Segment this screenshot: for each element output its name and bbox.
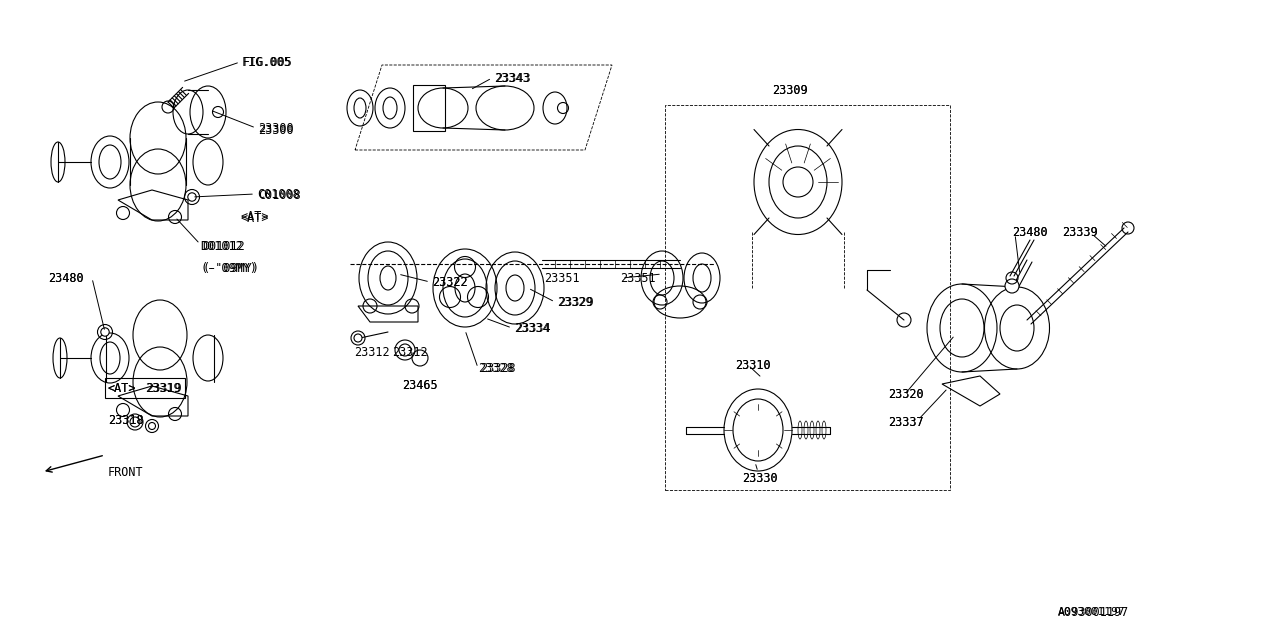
Text: 23480: 23480 xyxy=(1012,225,1047,239)
Text: 23329: 23329 xyxy=(558,296,594,308)
Text: 23310: 23310 xyxy=(735,358,771,371)
Text: 23309: 23309 xyxy=(772,83,808,97)
Text: D01012: D01012 xyxy=(202,239,244,253)
Text: 23480: 23480 xyxy=(49,271,83,285)
Text: 23312: 23312 xyxy=(392,346,428,358)
Text: <AT>: <AT> xyxy=(108,381,136,394)
Text: FRONT: FRONT xyxy=(108,465,143,479)
Text: 23330: 23330 xyxy=(742,472,778,484)
Text: <AT>: <AT> xyxy=(108,381,136,394)
Text: 23319: 23319 xyxy=(146,381,182,394)
Text: C01008: C01008 xyxy=(257,188,300,200)
Text: 23343: 23343 xyxy=(494,72,530,84)
Text: 23343: 23343 xyxy=(495,72,531,84)
Text: 23322: 23322 xyxy=(433,275,467,289)
Text: 23310: 23310 xyxy=(735,358,771,371)
Text: 23319: 23319 xyxy=(145,381,180,394)
Text: A093001197: A093001197 xyxy=(1059,605,1129,618)
Text: 23465: 23465 xyxy=(402,378,438,392)
Text: 23318: 23318 xyxy=(108,413,143,426)
Text: C01008: C01008 xyxy=(259,189,301,202)
Text: 23322: 23322 xyxy=(433,275,467,289)
Text: 23465: 23465 xyxy=(402,378,438,392)
Text: 23351: 23351 xyxy=(620,271,655,285)
Text: 23330: 23330 xyxy=(742,472,778,484)
Text: 23337: 23337 xyxy=(888,415,924,429)
Text: 23334: 23334 xyxy=(515,321,549,335)
Text: 23300: 23300 xyxy=(259,124,293,136)
Text: <AT>: <AT> xyxy=(241,209,269,223)
Text: 23312: 23312 xyxy=(355,346,390,358)
Text: 23339: 23339 xyxy=(1062,225,1098,239)
Text: 23320: 23320 xyxy=(888,388,924,401)
Circle shape xyxy=(101,328,109,336)
Text: FIG.005: FIG.005 xyxy=(242,56,292,68)
Text: (-'09MY): (-'09MY) xyxy=(200,262,257,275)
Bar xyxy=(666,105,950,490)
Text: 23337: 23337 xyxy=(888,415,924,429)
Circle shape xyxy=(1005,279,1019,293)
Text: 23300: 23300 xyxy=(259,122,293,134)
Text: 23339: 23339 xyxy=(1062,225,1098,239)
Text: 23480: 23480 xyxy=(1012,225,1047,239)
Text: D01012: D01012 xyxy=(200,239,243,253)
Text: 23309: 23309 xyxy=(772,83,808,97)
Text: 23334: 23334 xyxy=(515,321,550,335)
Text: 23318: 23318 xyxy=(108,413,143,426)
Text: A093001197: A093001197 xyxy=(1059,607,1125,617)
Text: 23320: 23320 xyxy=(888,388,924,401)
Text: 23328: 23328 xyxy=(480,362,516,374)
Bar xyxy=(413,85,445,131)
Text: FIG.005: FIG.005 xyxy=(243,56,293,68)
Text: 23351: 23351 xyxy=(544,271,580,285)
Text: 23328: 23328 xyxy=(477,362,513,374)
Text: 23329: 23329 xyxy=(557,296,593,308)
Text: 23480: 23480 xyxy=(49,271,83,285)
Text: (-'09MY): (-'09MY) xyxy=(202,262,259,275)
Circle shape xyxy=(188,193,196,201)
Text: <AT>: <AT> xyxy=(241,211,269,225)
Circle shape xyxy=(355,334,362,342)
